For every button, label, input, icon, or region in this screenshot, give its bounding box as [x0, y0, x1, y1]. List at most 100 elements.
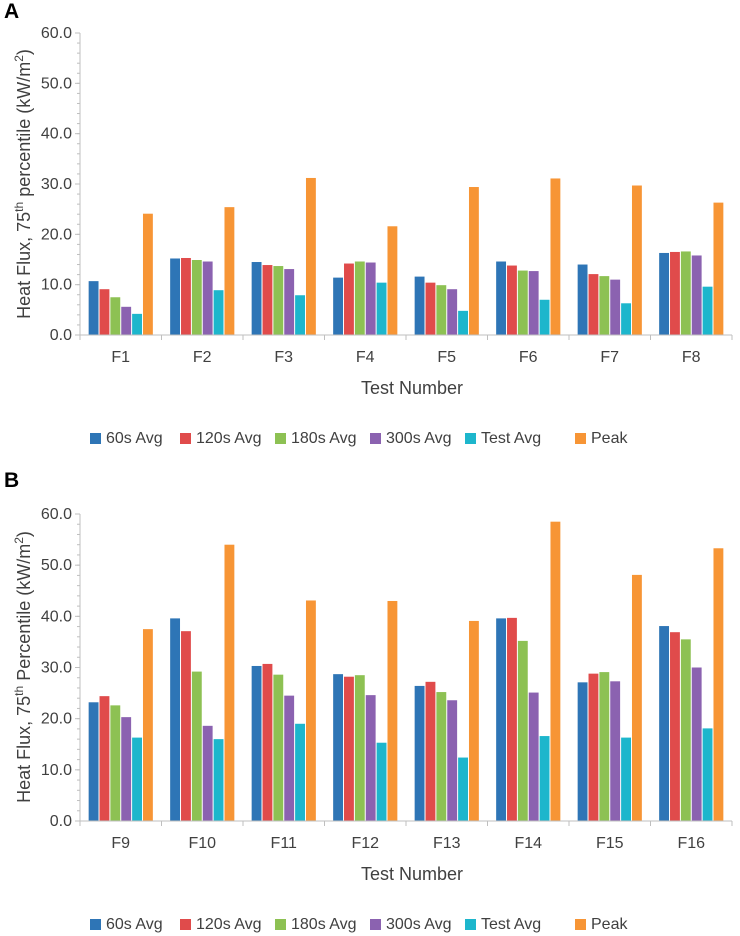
bar-180s-avg-f5 — [436, 285, 447, 335]
legend-label: 60s Avg — [106, 430, 163, 447]
x-tick-label: F14 — [514, 835, 542, 852]
bar-60s-avg-f7 — [577, 264, 588, 335]
x-tick-label: F3 — [274, 349, 293, 366]
bar-60s-avg-f9 — [88, 702, 99, 821]
legend-label: 180s Avg — [291, 916, 357, 933]
y-axis-title-superscript: th — [12, 686, 26, 696]
bar-180s-avg-f8 — [680, 251, 691, 335]
bar-120s-avg-f2 — [181, 257, 191, 335]
bar-300s-avg-f3 — [284, 269, 295, 335]
x-tick-label: F5 — [437, 349, 456, 366]
x-tick-label: F10 — [188, 835, 216, 852]
bar-test-avg-f6 — [539, 299, 550, 335]
panel-letter: B — [4, 469, 19, 492]
bar-60s-avg-f6 — [496, 261, 507, 335]
y-axis-title-part: percentile (kW/m — [14, 62, 34, 202]
bar-300s-avg-f7 — [610, 279, 621, 335]
bar-180s-avg-f13 — [436, 692, 447, 821]
legend-swatch — [275, 919, 286, 930]
bar-300s-avg-f8 — [691, 255, 702, 335]
y-axis-title: Heat Flux, 75th percentile (kW/m2) — [12, 49, 34, 319]
x-tick-label: F16 — [677, 835, 705, 852]
legend-label: 300s Avg — [386, 430, 452, 447]
bar-120s-avg-f3 — [262, 265, 273, 335]
bar-300s-avg-f1 — [121, 306, 132, 335]
y-tick-label: 0.0 — [50, 327, 72, 344]
bar-peak-f8 — [713, 202, 724, 335]
bar-test-avg-f11 — [295, 723, 305, 821]
bar-peak-f12 — [387, 600, 398, 821]
bar-peak-f11 — [305, 600, 316, 821]
y-axis-title: Heat Flux, 75th Percentile (kW/m2) — [12, 531, 34, 803]
legend-swatch — [575, 919, 586, 930]
bar-test-avg-f13 — [458, 757, 468, 821]
legend-label: Peak — [591, 430, 628, 447]
bar-180s-avg-f15 — [599, 672, 610, 821]
legend-swatch — [90, 919, 101, 930]
bar-120s-avg-f9 — [99, 696, 110, 821]
x-axis-title: Test Number — [361, 864, 463, 884]
bar-60s-avg-f8 — [659, 252, 670, 335]
y-tick-label: 30.0 — [41, 660, 72, 677]
bar-120s-avg-f15 — [588, 673, 599, 821]
bar-180s-avg-f10 — [191, 671, 202, 821]
y-tick-label: 10.0 — [41, 762, 72, 779]
bar-peak-f16 — [713, 548, 724, 821]
y-axis-title-part: Percentile (kW/m — [14, 544, 34, 686]
bar-peak-f3 — [305, 177, 316, 335]
bar-test-avg-f9 — [132, 737, 142, 821]
legend-swatch — [370, 919, 381, 930]
legend-label: 60s Avg — [106, 916, 163, 933]
bar-60s-avg-f5 — [414, 276, 425, 335]
y-tick-label: 30.0 — [41, 176, 72, 193]
y-axis-title-part: Heat Flux, 75 — [14, 212, 34, 319]
bar-peak-f4 — [387, 226, 398, 335]
bar-120s-avg-f7 — [588, 274, 599, 335]
y-tick-label: 40.0 — [41, 608, 72, 625]
bar-180s-avg-f16 — [680, 639, 691, 821]
bar-180s-avg-f1 — [110, 297, 121, 335]
bar-180s-avg-f11 — [273, 674, 284, 821]
legend-swatch — [180, 433, 191, 444]
bar-test-avg-f3 — [295, 295, 305, 335]
bar-120s-avg-f4 — [344, 263, 354, 335]
y-tick-label: 20.0 — [41, 711, 72, 728]
bar-180s-avg-f12 — [354, 675, 365, 821]
bar-120s-avg-f16 — [670, 632, 680, 821]
legend-label: 120s Avg — [196, 430, 262, 447]
x-tick-label: F2 — [193, 349, 212, 366]
x-axis-title: Test Number — [361, 378, 463, 398]
bar-300s-avg-f11 — [284, 695, 295, 821]
bar-120s-avg-f13 — [425, 681, 436, 821]
y-tick-label: 60.0 — [41, 25, 72, 42]
bar-peak-f15 — [631, 574, 642, 821]
y-tick-label: 10.0 — [41, 277, 72, 294]
bar-180s-avg-f3 — [273, 266, 284, 335]
bar-test-avg-f1 — [132, 313, 142, 335]
x-tick-label: F1 — [111, 349, 130, 366]
legend-swatch — [465, 433, 476, 444]
bar-60s-avg-f2 — [170, 258, 181, 335]
x-tick-label: F15 — [596, 835, 624, 852]
bar-60s-avg-f15 — [577, 682, 588, 821]
bar-peak-f7 — [631, 185, 642, 335]
bar-300s-avg-f14 — [528, 692, 539, 821]
bar-120s-avg-f6 — [507, 265, 517, 335]
y-tick-label: 40.0 — [41, 126, 72, 143]
chart-panel-b: B 0.0 10.0 20.0 30.0 40.0 50.0 60.0 F9 F10 F11 F12 F… — [4, 469, 733, 933]
x-tick-label: F8 — [682, 349, 701, 366]
legend-swatch — [90, 433, 101, 444]
legend-swatch — [180, 919, 191, 930]
bar-180s-avg-f7 — [599, 276, 610, 335]
chart-panel-a: A 0.0 10.0 20.0 30.0 40.0 50.0 60.0 F1 F2 F3 F4 F5 F6… — [4, 0, 733, 447]
bar-peak-f5 — [468, 187, 479, 335]
legend-swatch — [370, 433, 381, 444]
bar-peak-f6 — [550, 178, 561, 335]
bar-180s-avg-f9 — [110, 705, 121, 821]
y-tick-label: 20.0 — [41, 226, 72, 243]
x-tick-label: F4 — [356, 349, 375, 366]
bar-60s-avg-f4 — [333, 277, 344, 335]
legend-label: Test Avg — [481, 430, 541, 447]
legend-label: 180s Avg — [291, 430, 357, 447]
y-axis-title-part: Heat Flux, 75 — [14, 696, 34, 803]
